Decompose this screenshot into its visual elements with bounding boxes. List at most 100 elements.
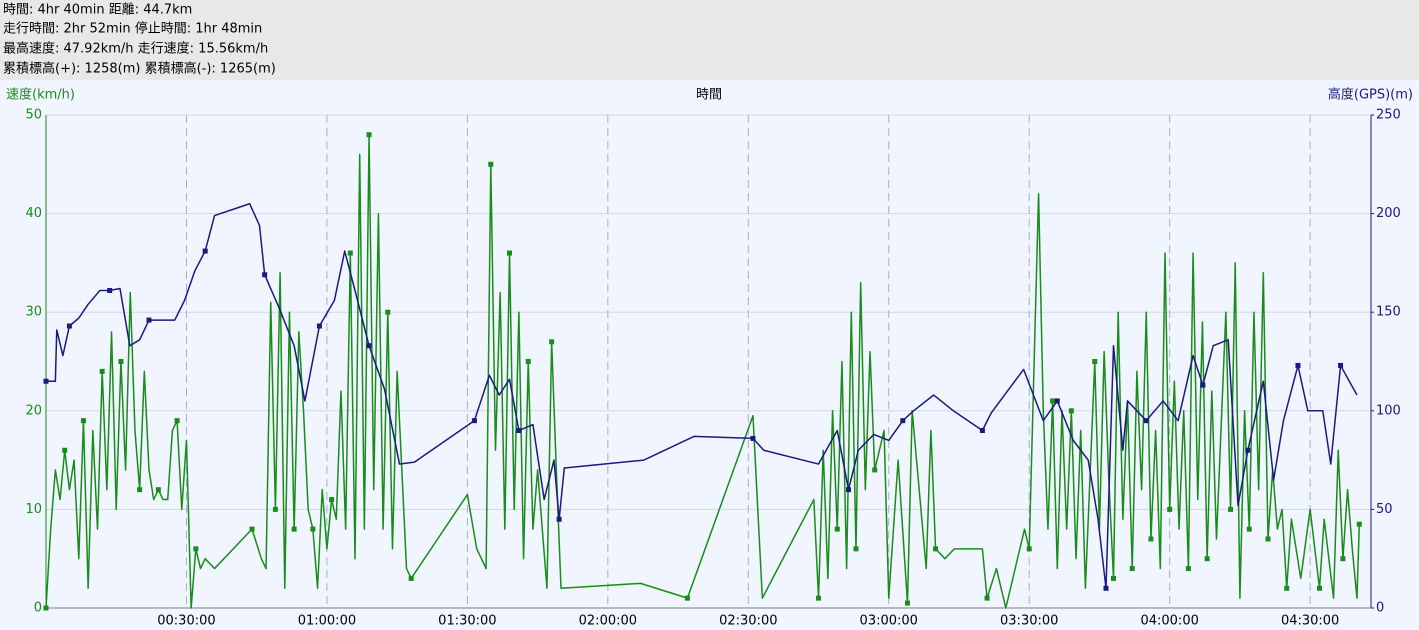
y-tick-label: 10 — [25, 502, 42, 517]
point-marker — [118, 359, 124, 364]
point-marker — [1246, 526, 1252, 532]
point-marker — [66, 323, 72, 329]
point-marker — [471, 418, 477, 424]
point-marker — [99, 368, 105, 374]
point-marker — [684, 595, 690, 601]
point-marker — [202, 248, 208, 254]
point-marker — [329, 497, 335, 503]
y-tick-label: 30 — [25, 305, 42, 320]
point-marker — [366, 132, 372, 138]
point-marker — [1110, 575, 1116, 581]
x-tick-label: 04:30:00 — [1281, 614, 1339, 629]
point-marker — [43, 378, 49, 384]
point-marker — [272, 506, 278, 512]
point-marker — [556, 516, 562, 522]
y2-tick-label: 100 — [1376, 403, 1401, 418]
point-marker — [900, 418, 906, 424]
point-marker — [933, 546, 939, 552]
point-marker — [1200, 382, 1206, 388]
point-marker — [385, 309, 391, 315]
point-marker — [1204, 556, 1210, 562]
point-marker — [347, 250, 353, 256]
point-marker — [174, 418, 180, 424]
y-tick-label: 50 — [25, 108, 42, 123]
x-axis-title: 時間 — [696, 88, 722, 103]
point-marker — [1284, 585, 1290, 591]
y-axis-title: 速度(km/h) — [6, 87, 75, 103]
point-marker — [1103, 585, 1109, 591]
point-marker — [516, 428, 522, 434]
point-marker — [310, 526, 316, 532]
summary-line: 時間: 4hr 40min 距離: 44.7km — [3, 3, 192, 18]
point-marker — [984, 595, 990, 601]
point-marker — [1265, 536, 1271, 542]
y-tick-label: 20 — [25, 403, 42, 418]
point-marker — [1167, 506, 1173, 512]
x-tick-label: 04:00:00 — [1140, 614, 1198, 629]
point-marker — [1068, 408, 1074, 414]
series-line — [46, 202, 1358, 590]
y2-tick-label: 50 — [1376, 502, 1393, 517]
y2-axis-title: 高度(GPS)(m) — [1328, 87, 1413, 103]
point-marker — [845, 487, 851, 493]
summary-line: 累積標高(+): 1258(m) 累積標高(-): 1265(m) — [3, 61, 276, 77]
point-marker — [750, 435, 756, 441]
point-marker — [1129, 566, 1135, 572]
point-marker — [1356, 521, 1362, 527]
x-tick-label: 01:00:00 — [298, 614, 356, 629]
y2-tick-label: 0 — [1376, 601, 1384, 616]
point-marker — [1054, 398, 1060, 404]
x-tick-label: 03:30:00 — [1000, 614, 1058, 629]
point-marker — [1050, 398, 1056, 404]
x-tick-label: 02:30:00 — [719, 614, 777, 629]
summary-line: 最高速度: 47.92km/h 走行速度: 15.56km/h — [3, 41, 268, 57]
point-marker — [262, 272, 268, 278]
y2-tick-label: 150 — [1376, 305, 1401, 320]
y-tick-label: 0 — [34, 601, 42, 616]
point-marker — [1026, 546, 1032, 552]
chart-panel — [0, 80, 1419, 630]
point-marker — [853, 546, 859, 552]
summary-line: 走行時間: 2hr 52min 停止時間: 1hr 48min — [3, 21, 262, 37]
point-marker — [507, 250, 513, 256]
y2-tick-label: 200 — [1376, 206, 1401, 221]
point-marker — [816, 595, 822, 601]
point-marker — [1245, 447, 1251, 453]
y2-tick-label: 250 — [1376, 108, 1401, 123]
point-marker — [80, 418, 86, 424]
point-marker — [316, 323, 322, 329]
point-marker — [1316, 585, 1322, 591]
point-marker — [549, 339, 555, 345]
point-marker — [488, 161, 494, 167]
point-marker — [249, 526, 255, 532]
point-marker — [146, 317, 152, 323]
point-marker — [1185, 566, 1191, 572]
point-marker — [62, 447, 68, 453]
point-marker — [291, 526, 297, 532]
point-marker — [107, 288, 113, 294]
point-marker — [155, 487, 161, 493]
point-marker — [1148, 536, 1154, 542]
point-marker — [1228, 506, 1234, 512]
point-marker — [408, 575, 414, 581]
point-marker — [834, 526, 840, 532]
x-tick-label: 01:30:00 — [438, 614, 496, 629]
point-marker — [1338, 362, 1344, 368]
point-marker — [43, 605, 49, 611]
point-marker — [1143, 418, 1149, 424]
y-tick-label: 40 — [25, 206, 42, 221]
point-marker — [1340, 556, 1346, 562]
point-marker — [1295, 362, 1301, 368]
point-marker — [872, 467, 878, 473]
point-marker — [366, 343, 372, 349]
summary-panel — [0, 0, 1419, 80]
x-tick-label: 00:30:00 — [157, 614, 215, 629]
point-marker — [193, 546, 199, 552]
point-marker — [904, 600, 910, 606]
x-tick-label: 03:00:00 — [860, 614, 918, 629]
point-marker — [1092, 359, 1098, 364]
x-tick-label: 02:00:00 — [579, 614, 637, 629]
point-marker — [525, 359, 531, 364]
point-marker — [137, 487, 143, 493]
